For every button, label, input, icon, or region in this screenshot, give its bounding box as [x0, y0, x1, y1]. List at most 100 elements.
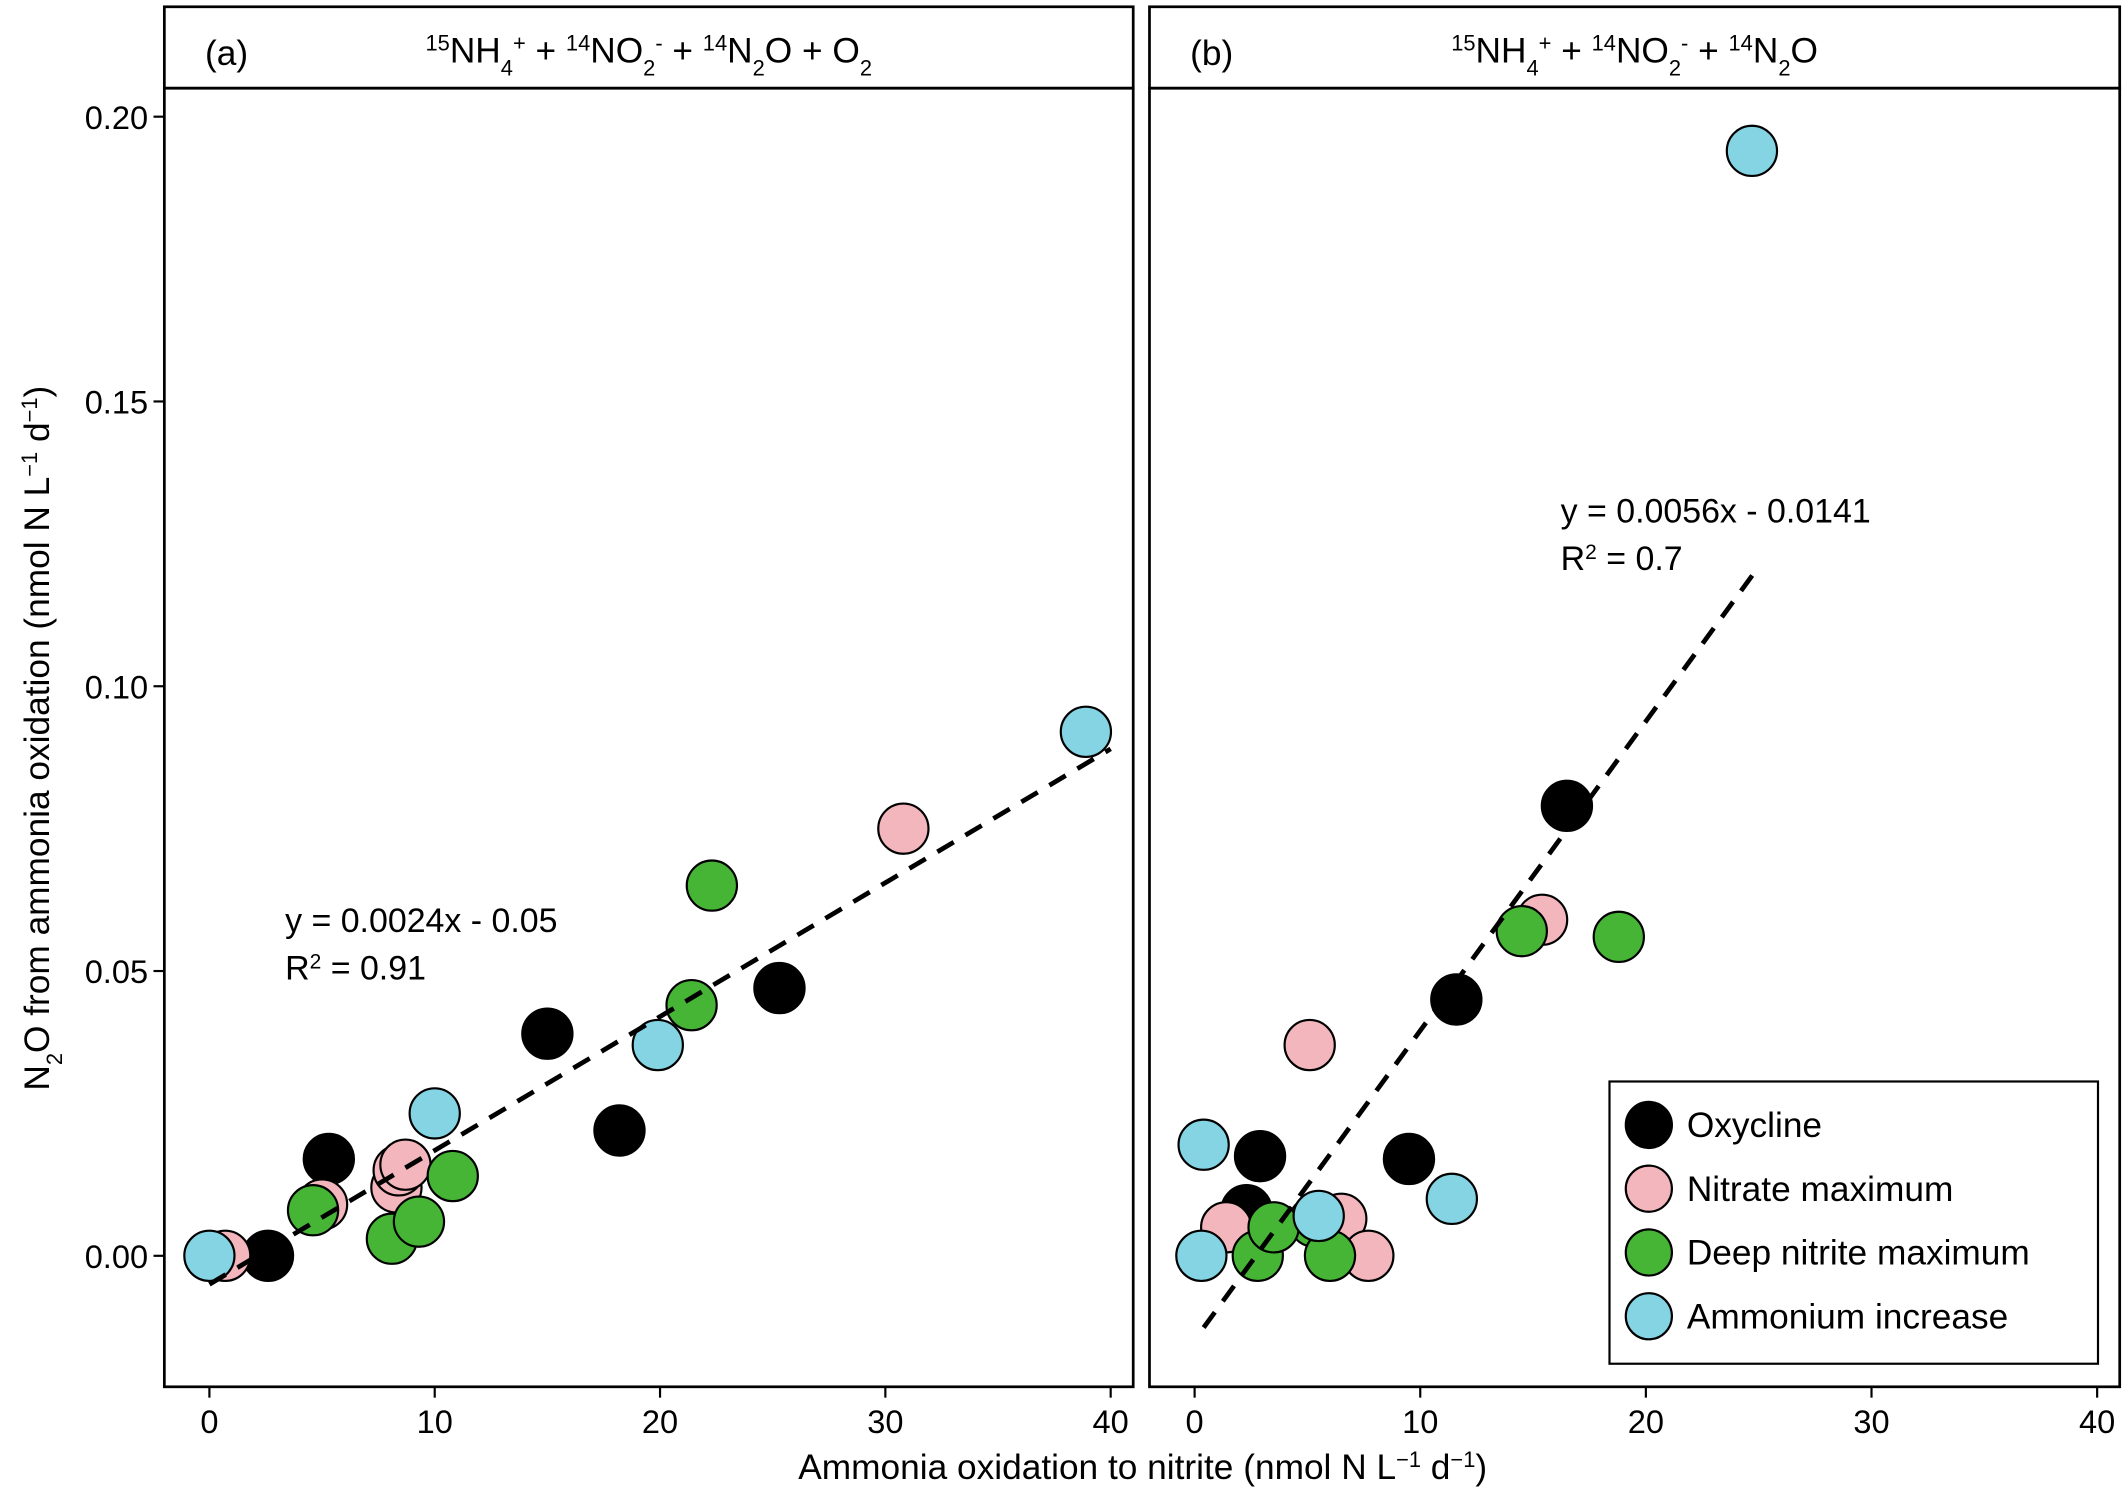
subscript-segment: 4 [501, 55, 513, 80]
x-tick-label: 0 [1186, 1404, 1204, 1440]
text-segment: d [18, 422, 57, 451]
data-point [631, 1018, 684, 1072]
text-segment: + [663, 31, 703, 70]
y-tick-label: 0.20 [85, 100, 148, 136]
legend-item: Oxycline [1624, 1100, 1822, 1150]
supscript-segment: - [655, 30, 662, 55]
series-ammonium-increase [1175, 124, 1779, 1282]
data-point [1725, 124, 1779, 178]
regression-equation: y = 0.0024x - 0.05 [285, 902, 557, 940]
data-point [1177, 1118, 1230, 1171]
series-ammonium-increase [183, 705, 1113, 1282]
data-point [1233, 1129, 1287, 1183]
data-point [426, 1149, 479, 1203]
y-tick-label: 0.00 [85, 1239, 148, 1275]
strip-title: 15NH4+ + 14NO2- + 14N2O [1451, 30, 1818, 80]
subscript-segment: 2 [753, 55, 765, 80]
r-squared-sup: 2 [310, 950, 322, 973]
legend-item: Nitrate maximum [1624, 1164, 1954, 1213]
x-tick-label: 0 [200, 1404, 218, 1440]
plot-frame [1148, 86, 2122, 1389]
r-squared-prefix: R [285, 950, 310, 988]
trend-line [208, 746, 1112, 1287]
legend-label: Nitrate maximum [1687, 1170, 1954, 1209]
x-tick-label: 20 [1628, 1404, 1664, 1440]
x-tick-label: 40 [1093, 1404, 1129, 1440]
legend-swatch [1624, 1228, 1673, 1277]
text-segment: NH [450, 31, 501, 70]
data-point [1425, 1172, 1479, 1226]
legend: Oxycline Nitrate maximum Deep nitrite maxi… [1608, 1080, 2100, 1365]
subscript-segment: 4 [1527, 55, 1539, 80]
supscript-segment: 14 [566, 30, 590, 55]
subscript-segment: 2 [1778, 55, 1790, 80]
x-tick-label: 40 [2079, 1404, 2115, 1440]
x-axis-label: Ammonia oxidation to nitrite (nmol N L−1… [798, 1447, 1487, 1488]
y-axis-label: N2O from ammonia oxidation (nmol N L−1 d… [17, 386, 67, 1091]
panel-a: (a) 15NH4+ + 14NO2- + 14N2O + O20 10 20 30 40… [85, 5, 1135, 1440]
strip-title: 15NH4+ + 14NO2- + 14N2O + O2 [426, 30, 873, 80]
text-segment: ) [1475, 1448, 1487, 1487]
r-squared-value: = 0.7 [1597, 540, 1683, 578]
legend-swatch [1624, 1100, 1673, 1150]
text-segment: NH [1476, 31, 1527, 70]
subscript-segment: 2 [860, 55, 872, 80]
panel-label: (b) [1190, 34, 1233, 73]
supscript-segment: 15 [426, 30, 450, 55]
text-segment: + [1551, 31, 1591, 70]
legend-swatch [1624, 1164, 1673, 1213]
data-point [665, 979, 718, 1032]
text-segment: NO [590, 31, 643, 70]
supscript-segment: −1 [1396, 1447, 1421, 1472]
plot-frame [162, 86, 1135, 1389]
text-segment: O + O [765, 31, 860, 70]
data-point [877, 802, 930, 855]
data-point [1430, 973, 1483, 1026]
y-tick-label: 0.05 [85, 954, 148, 990]
subscript-segment: 2 [1669, 55, 1681, 80]
data-point [408, 1087, 461, 1140]
data-point [521, 1007, 574, 1060]
text-segment: ) [18, 386, 57, 398]
r-squared: R2 = 0.91 [285, 950, 426, 988]
series-deep-nitrite-maximum [286, 859, 739, 1265]
supscript-segment: 14 [1729, 30, 1753, 55]
data-point [685, 859, 739, 912]
regression-equation: y = 0.0056x - 0.0141 [1561, 492, 1871, 530]
text-segment: NO [1616, 31, 1669, 70]
legend-label: Ammonium increase [1687, 1297, 2008, 1336]
trend-line [1201, 565, 1761, 1329]
supscript-segment: + [513, 30, 526, 55]
data-point [302, 1132, 356, 1186]
data-point [1495, 904, 1548, 958]
text-segment: + [526, 31, 566, 70]
data-point [1592, 910, 1645, 964]
x-tick-label: 10 [1402, 1404, 1438, 1440]
r-squared: R2 = 0.7 [1561, 540, 1683, 578]
data-point [1540, 779, 1594, 833]
supscript-segment: - [1681, 30, 1688, 55]
text-segment: d [1421, 1448, 1450, 1487]
subscript-segment: 2 [643, 55, 655, 80]
legend-swatch [1624, 1292, 1673, 1341]
x-tick-label: 10 [417, 1404, 453, 1440]
supscript-segment: −1 [17, 452, 42, 477]
data-point [183, 1229, 236, 1282]
y-tick-label: 0.10 [85, 669, 148, 705]
text-segment: N [1753, 31, 1778, 70]
x-tick-label: 30 [1853, 1404, 1889, 1440]
r-squared-sup: 2 [1585, 540, 1597, 563]
series-oxycline [1220, 779, 1594, 1237]
r-squared-value: = 0.91 [321, 950, 426, 988]
text-segment: O from ammonia oxidation (nmol N L [18, 477, 57, 1053]
data-point [379, 1138, 432, 1191]
data-point [593, 1104, 646, 1157]
subscript-segment: 2 [42, 1053, 67, 1065]
r-squared-prefix: R [1561, 540, 1585, 578]
data-point [1175, 1229, 1228, 1282]
text-segment: + [1688, 31, 1728, 70]
data-point [1292, 1189, 1345, 1243]
supscript-segment: + [1539, 30, 1552, 55]
data-point [392, 1195, 446, 1248]
